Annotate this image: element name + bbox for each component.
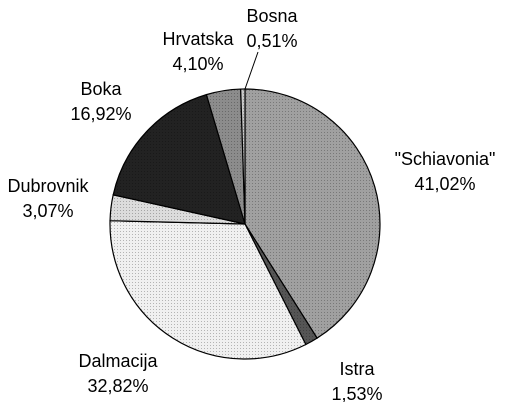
slice-label: Dubrovnik	[7, 176, 89, 196]
slice-texture	[245, 224, 318, 345]
slice-texture	[206, 89, 245, 225]
slice-value-label: 3,07%	[22, 201, 73, 221]
slice-value-label: 0,51%	[246, 31, 297, 51]
slice-value-label: 41,02%	[414, 174, 475, 194]
slice-value-label: 1,53%	[331, 384, 382, 402]
slice-texture	[245, 89, 380, 339]
slice-label: Hrvatska	[162, 29, 234, 49]
slice-value-label: 4,10%	[172, 54, 223, 74]
slice-texture	[110, 220, 306, 359]
slice-value-label: 32,82%	[87, 376, 148, 396]
slice-texture	[240, 89, 245, 224]
pie	[109, 88, 381, 360]
slice-texture	[113, 94, 246, 225]
leader-line	[244, 51, 259, 90]
slice-label: Dalmacija	[78, 351, 158, 371]
slice-value-label: 16,92%	[70, 104, 131, 124]
slice-label: Boka	[80, 79, 122, 99]
slice-label: "Schiavonia"	[395, 149, 496, 169]
slice-label: Bosna	[246, 6, 298, 26]
slice-label: Istra	[339, 359, 375, 379]
